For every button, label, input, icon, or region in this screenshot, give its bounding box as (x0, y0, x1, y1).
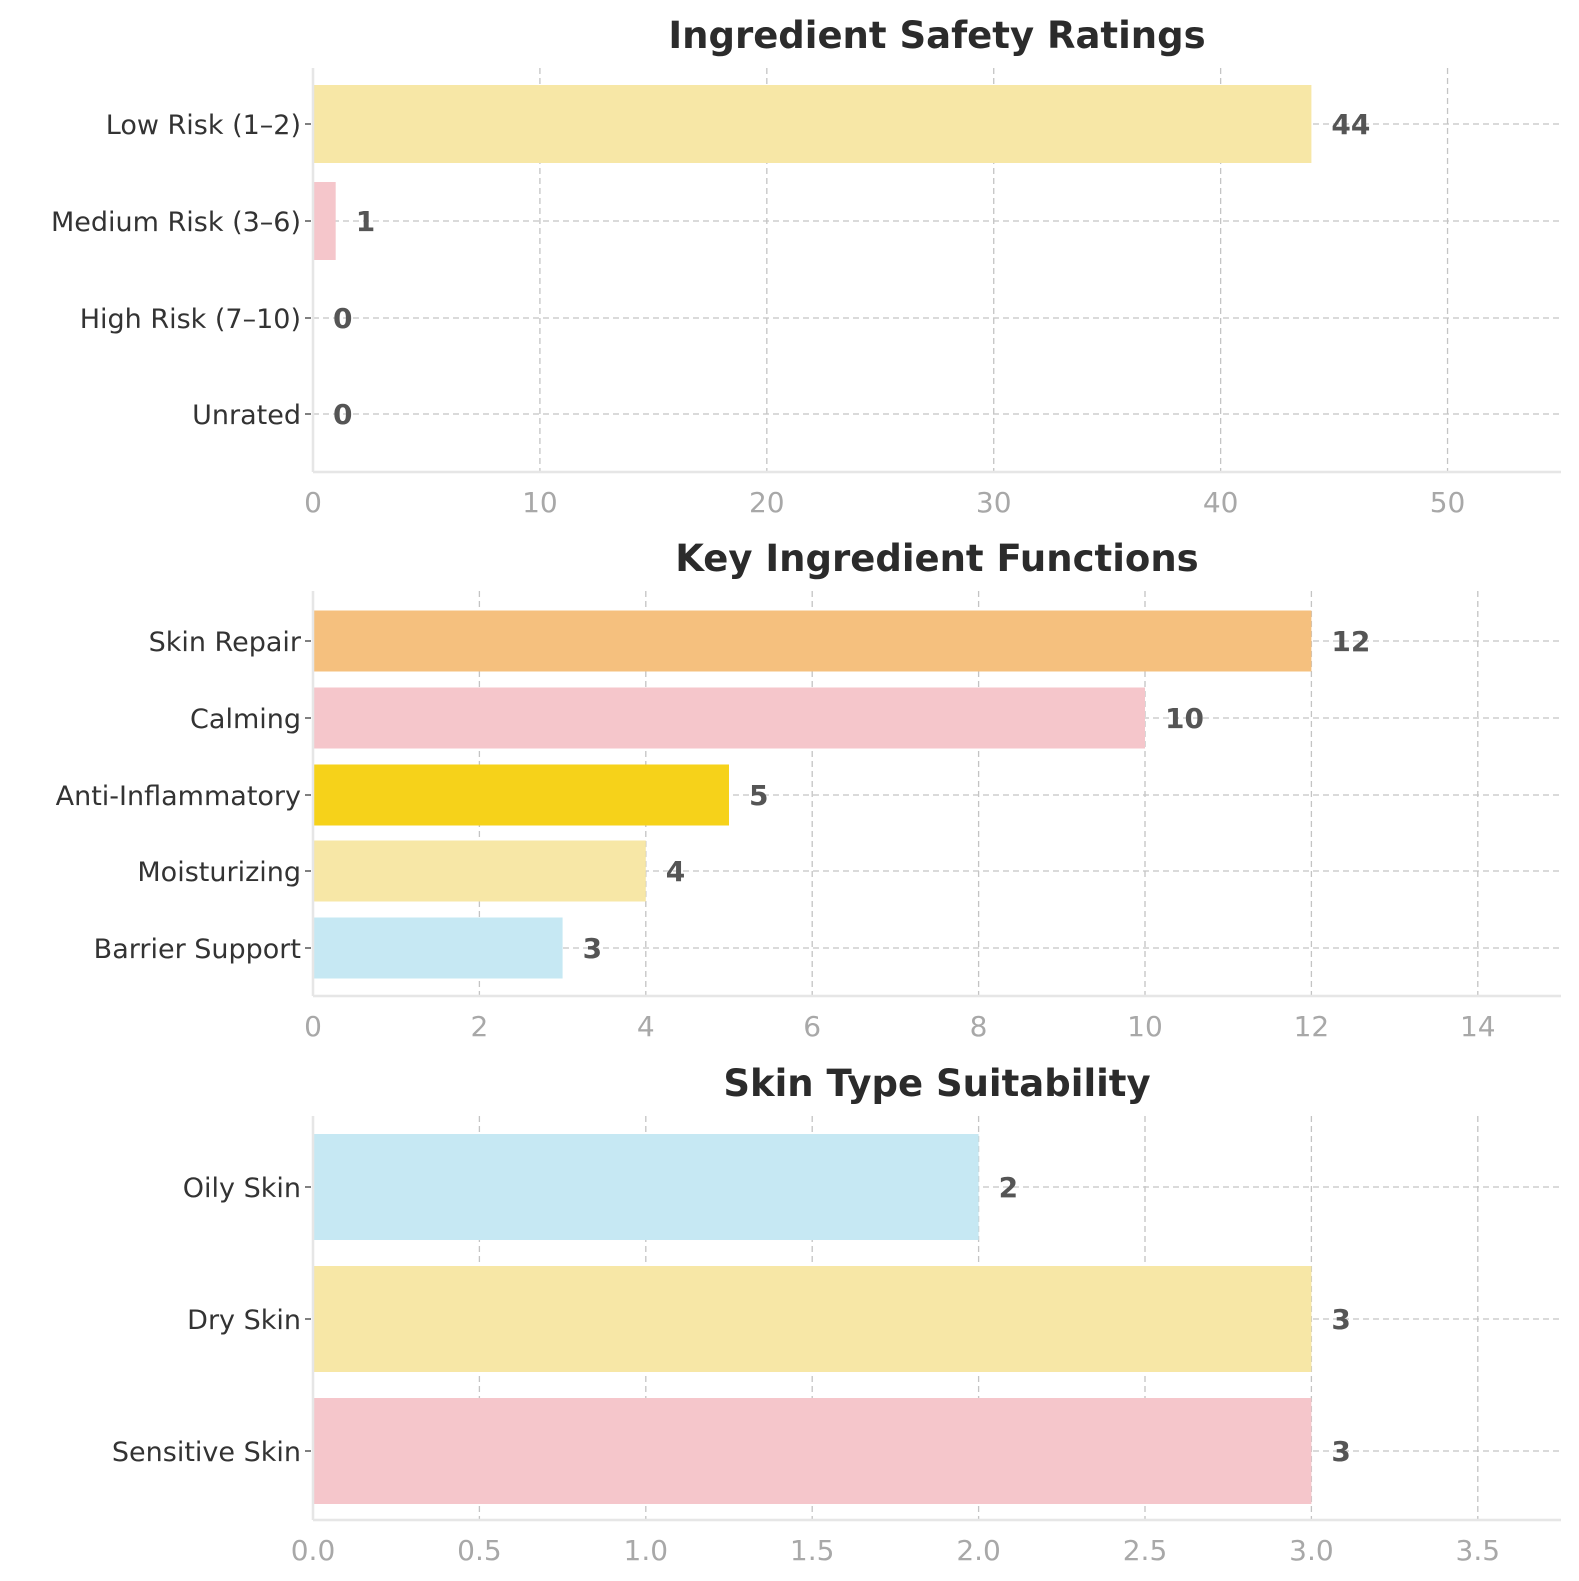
p0-bar (313, 85, 1312, 163)
p2-xtick-label: 3.5 (1456, 1534, 1501, 1567)
p1-bar (313, 840, 646, 902)
p1-chart-title: Key Ingredient Functions (675, 537, 1198, 580)
p0-chart-title: Ingredient Safety Ratings (668, 14, 1205, 57)
p1-xtick-label: 6 (803, 1010, 821, 1043)
p1-xtick-label: 4 (637, 1010, 655, 1043)
p1-xtick-label: 12 (1294, 1010, 1330, 1043)
p2-xtick-label: 0.5 (457, 1534, 502, 1567)
p1-category-label: Calming (190, 704, 301, 735)
p2-xtick-label: 3.0 (1289, 1534, 1334, 1567)
p0-category-label: Low Risk (1–2) (106, 110, 301, 141)
p0-bar-value-label: 44 (1331, 108, 1370, 141)
p0-xtick-label: 40 (1203, 486, 1239, 519)
p2-bar-value-label: 3 (1331, 1303, 1350, 1336)
chart-skin-type-suitability: 0.0 0.5 1.0 1.5 2.0 2.5 3.0 3.5 2 Oily Skin 3 Dry S… (112, 1062, 1561, 1567)
p0-bar-value-label: 0 (333, 398, 352, 431)
p2-category-label: Oily Skin (183, 1173, 301, 1204)
p1-bar-value-label: 5 (749, 779, 768, 812)
p1-xtick-label: 2 (470, 1010, 488, 1043)
p0-bar-value-label: 1 (356, 205, 375, 238)
p1-bar-value-label: 4 (666, 855, 685, 888)
p1-xtick-label: 10 (1127, 1010, 1163, 1043)
p1-bar (313, 917, 563, 979)
p1-xtick-label: 8 (970, 1010, 988, 1043)
p1-category-label: Barrier Support (94, 934, 301, 965)
chart-safety-ratings: 0 10 20 30 40 50 44 Low Risk (1–2) 1 Medium Risk … (51, 14, 1561, 519)
p0-xtick-label: 20 (749, 486, 785, 519)
p1-xtick-label: 0 (304, 1010, 322, 1043)
p0-xtick-label: 50 (1430, 486, 1466, 519)
p2-xtick-label: 2.0 (956, 1534, 1001, 1567)
p0-category-label: Unrated (192, 400, 301, 431)
p2-xtick-label: 2.5 (1123, 1534, 1168, 1567)
p1-xtick-label: 14 (1460, 1010, 1496, 1043)
p1-bar-value-label: 12 (1331, 625, 1370, 658)
p2-chart-title: Skin Type Suitability (723, 1062, 1150, 1105)
p2-xtick-label: 0.0 (291, 1534, 336, 1567)
p0-xtick-label: 10 (522, 486, 558, 519)
p0-category-label: High Risk (7–10) (80, 304, 301, 335)
p0-xtick-label: 0 (304, 486, 322, 519)
p1-bar (313, 687, 1145, 749)
p1-category-label: Anti-Inflammatory (56, 781, 301, 812)
p2-xtick-label: 1.0 (624, 1534, 669, 1567)
p2-category-label: Sensitive Skin (112, 1437, 301, 1468)
p1-category-label: Skin Repair (149, 627, 302, 658)
p1-bar (313, 610, 1312, 672)
p2-bar (313, 1134, 979, 1240)
p2-bar (313, 1266, 1312, 1372)
p1-bar-value-label: 10 (1165, 702, 1204, 735)
chart-ingredient-functions: 0 2 4 6 8 10 12 14 12 Skin Repair 10 Calming 5 Anti-I… (56, 537, 1561, 1043)
p0-bar-value-label: 0 (333, 302, 352, 335)
p1-bar (313, 764, 729, 826)
p0-bar (313, 182, 336, 260)
p0-category-label: Medium Risk (3–6) (51, 207, 301, 238)
p2-bar-value-label: 2 (999, 1171, 1018, 1204)
p0-xtick-label: 30 (976, 486, 1012, 519)
p1-category-label: Moisturizing (137, 857, 301, 888)
p2-bar-value-label: 3 (1331, 1435, 1350, 1468)
p1-bar-value-label: 3 (583, 932, 602, 965)
p2-bar (313, 1398, 1312, 1504)
p2-category-label: Dry Skin (187, 1305, 301, 1336)
p2-xtick-label: 1.5 (790, 1534, 835, 1567)
